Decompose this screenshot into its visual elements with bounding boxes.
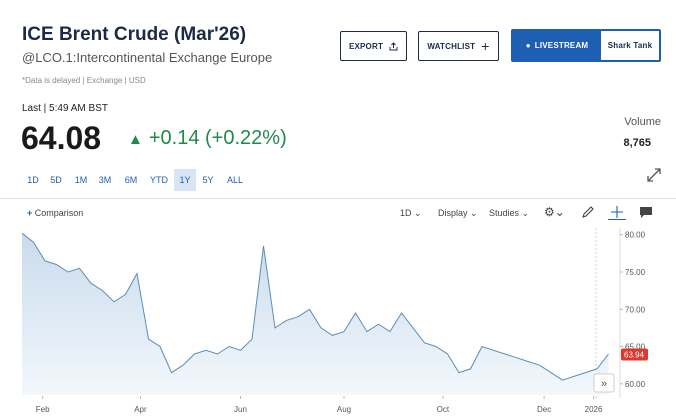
x-tick-label: Oct	[437, 405, 450, 414]
y-tick-label: 65.00	[625, 343, 646, 352]
export-label: EXPORT	[348, 41, 384, 51]
watchlist-button[interactable]: WATCHLIST +	[418, 31, 499, 61]
export-icon	[389, 41, 398, 50]
interval-label: 1D	[400, 208, 412, 218]
livestream-label: LIVESTREAM	[534, 41, 589, 50]
tool-icons	[582, 206, 652, 220]
x-tick-label: Feb	[36, 405, 50, 414]
display-dropdown[interactable]: Display ⌄	[438, 208, 478, 218]
plus-icon: +	[27, 208, 35, 218]
x-tick-label: 2026	[585, 405, 603, 414]
y-tick-label: 70.00	[625, 305, 646, 314]
y-tick-label: 80.00	[625, 231, 646, 240]
range-button[interactable]: 1Y	[174, 169, 196, 191]
price-line	[21, 232, 609, 381]
range-button[interactable]: 5Y	[202, 175, 214, 185]
x-tick-label: Dec	[537, 405, 551, 414]
price: 64.08	[21, 120, 102, 156]
export-button[interactable]: EXPORT	[340, 31, 407, 61]
comment-icon[interactable]	[640, 207, 652, 218]
studies-label: Studies	[489, 208, 520, 218]
comparison-button[interactable]: + Comparison	[27, 208, 83, 218]
crosshair-icon[interactable]	[611, 206, 623, 218]
settings-icon[interactable]: ⚙⌄	[544, 205, 565, 219]
volume-label: Volume	[624, 116, 661, 128]
watchlist-label: WATCHLIST	[427, 41, 476, 51]
interval-dropdown[interactable]: 1D ⌄	[400, 208, 422, 218]
show-name: Shark Tank	[607, 41, 653, 50]
range-button[interactable]: 1D	[27, 175, 39, 185]
y-tick-label: 60.00	[625, 380, 646, 389]
display-label: Display	[438, 208, 468, 218]
x-tick-label: Aug	[337, 405, 351, 414]
range-button[interactable]: YTD	[150, 175, 168, 185]
live-dot: ●	[525, 41, 531, 50]
expand-icon[interactable]	[646, 167, 662, 183]
range-button[interactable]: 3M	[98, 175, 112, 185]
up-arrow: ▲	[128, 131, 143, 148]
change-text: +0.14 (+0.22%)	[148, 127, 287, 149]
range-button[interactable]: ALL	[226, 175, 243, 185]
last-price-box	[621, 348, 648, 361]
last-time: Last | 5:49 AM BST	[22, 103, 108, 114]
data-note: *Data is delayed | Exchange | USD	[22, 76, 146, 85]
plus-icon: +	[481, 38, 490, 54]
toolbar-divider	[0, 198, 676, 199]
price-change: ▲ +0.14 (+0.22%)	[128, 127, 287, 150]
livestream-badge: ● LIVESTREAM	[513, 31, 601, 60]
comparison-label: Comparison	[34, 208, 84, 218]
range-button[interactable]: 5D	[50, 175, 62, 185]
y-tick-label: 75.00	[625, 268, 646, 277]
last-price-label: 63.94	[624, 350, 645, 359]
subtitle: @LCO.1:Intercontinental Exchange Europe	[22, 50, 273, 65]
scroll-button[interactable]	[593, 373, 615, 393]
x-tick-label: Apr	[134, 405, 147, 414]
active-indicator	[608, 219, 626, 220]
livestream-button[interactable]: ● LIVESTREAM Shark Tank	[511, 29, 661, 62]
range-button[interactable]: 6M	[124, 175, 138, 185]
draw-icon[interactable]	[582, 206, 594, 218]
volume: 8,765	[623, 137, 651, 149]
title: ICE Brent Crude (Mar'26)	[22, 24, 247, 45]
x-tick-label: Jun	[234, 405, 247, 414]
studies-dropdown[interactable]: Studies ⌄	[489, 208, 530, 218]
range-button[interactable]: 1M	[74, 175, 88, 185]
area-fill	[22, 233, 609, 395]
scroll-icon: »	[601, 378, 607, 390]
